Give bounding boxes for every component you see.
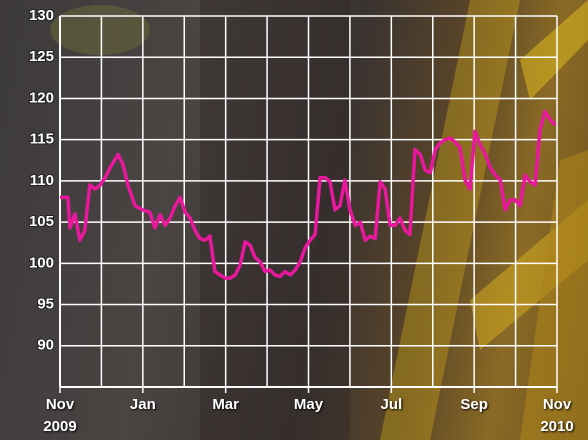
data-line bbox=[60, 109, 557, 280]
y-tick-label: 105 bbox=[29, 213, 54, 230]
y-tick-label: 110 bbox=[30, 172, 54, 189]
x-tick-label: Nov 2010 bbox=[540, 396, 574, 435]
y-tick-label: 130 bbox=[29, 7, 54, 24]
x-tick-label: Jul bbox=[380, 396, 403, 413]
y-tick-label: 120 bbox=[29, 89, 54, 106]
y-tick-label: 100 bbox=[29, 254, 54, 271]
y-tick-label: 90 bbox=[37, 337, 54, 354]
y-tick-label: 95 bbox=[37, 296, 54, 313]
background-photo bbox=[50, 0, 588, 440]
x-tick-label: Mar bbox=[212, 396, 239, 413]
x-tick-label: Nov 2009 bbox=[43, 396, 77, 435]
x-tick-label: Jan bbox=[129, 396, 156, 413]
y-tick-label: 115 bbox=[30, 131, 54, 148]
x-tick-label: Sep bbox=[460, 396, 488, 413]
x-tick-label: May bbox=[293, 396, 324, 413]
y-tick-label: 125 bbox=[29, 48, 54, 65]
